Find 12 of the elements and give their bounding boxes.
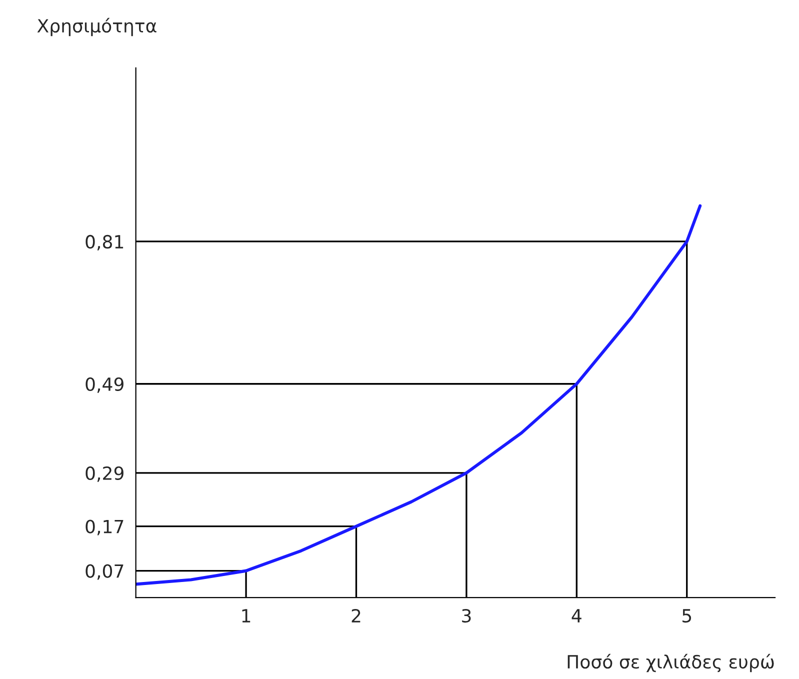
x-tick-label: 4	[572, 609, 582, 622]
y-tick-label: 0,29	[86, 466, 124, 482]
x-tick-label: 3	[462, 608, 471, 623]
y-tick-label: 0,49	[86, 377, 124, 393]
x-tick-label: 2	[352, 608, 360, 622]
x-tick-label: 5	[682, 609, 692, 623]
x-tick-label: 1	[242, 609, 250, 622]
y-tick-label: 0,07	[86, 564, 124, 580]
y-axis-title: Χρησιμότητα	[37, 18, 156, 36]
x-axis-title: Ποσό σε χιλιάδες ευρώ	[568, 654, 774, 672]
y-tick-label: 0,81	[86, 234, 124, 250]
y-tick-label: 0,17	[86, 520, 124, 536]
